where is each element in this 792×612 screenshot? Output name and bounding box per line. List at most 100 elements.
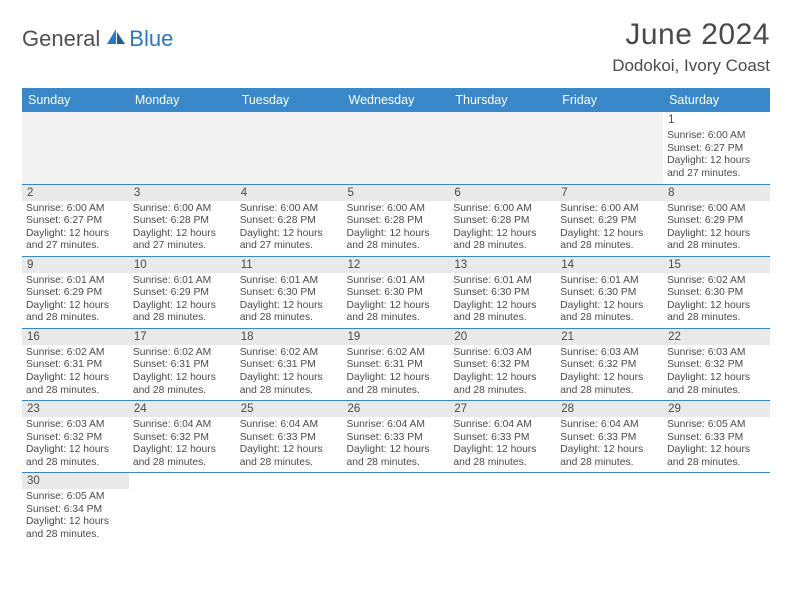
calendar-week-row: 2Sunrise: 6:00 AMSunset: 6:27 PMDaylight… xyxy=(22,184,770,256)
day-info: Sunrise: 6:00 AMSunset: 6:28 PMDaylight:… xyxy=(449,201,556,256)
calendar-day-cell: 25Sunrise: 6:04 AMSunset: 6:33 PMDayligh… xyxy=(236,401,343,473)
calendar-day-cell: 23Sunrise: 6:03 AMSunset: 6:32 PMDayligh… xyxy=(22,401,129,473)
day-info: Sunrise: 6:03 AMSunset: 6:32 PMDaylight:… xyxy=(663,345,770,400)
day-info: Sunrise: 6:01 AMSunset: 6:30 PMDaylight:… xyxy=(236,273,343,328)
day-info: Sunrise: 6:00 AMSunset: 6:29 PMDaylight:… xyxy=(556,201,663,256)
day-number: 17 xyxy=(129,329,236,345)
day-number: 18 xyxy=(236,329,343,345)
weekday-header: Wednesday xyxy=(343,88,450,112)
calendar-week-row: 30Sunrise: 6:05 AMSunset: 6:34 PMDayligh… xyxy=(22,473,770,545)
calendar-day-cell: 30Sunrise: 6:05 AMSunset: 6:34 PMDayligh… xyxy=(22,473,129,545)
day-info: Sunrise: 6:01 AMSunset: 6:30 PMDaylight:… xyxy=(556,273,663,328)
day-info: Sunrise: 6:05 AMSunset: 6:33 PMDaylight:… xyxy=(663,417,770,472)
day-number: 3 xyxy=(129,185,236,201)
day-info: Sunrise: 6:00 AMSunset: 6:27 PMDaylight:… xyxy=(663,128,770,183)
calendar-day-cell: 1Sunrise: 6:00 AMSunset: 6:27 PMDaylight… xyxy=(663,112,770,184)
calendar-blank-cell xyxy=(129,112,236,184)
calendar-blank-cell xyxy=(343,112,450,184)
day-number: 20 xyxy=(449,329,556,345)
calendar-day-cell: 27Sunrise: 6:04 AMSunset: 6:33 PMDayligh… xyxy=(449,401,556,473)
day-number: 21 xyxy=(556,329,663,345)
day-info: Sunrise: 6:01 AMSunset: 6:29 PMDaylight:… xyxy=(22,273,129,328)
day-number: 28 xyxy=(556,401,663,417)
calendar-day-cell: 12Sunrise: 6:01 AMSunset: 6:30 PMDayligh… xyxy=(343,256,450,328)
calendar-empty-cell xyxy=(236,473,343,545)
day-info: Sunrise: 6:00 AMSunset: 6:28 PMDaylight:… xyxy=(343,201,450,256)
day-number: 26 xyxy=(343,401,450,417)
calendar-day-cell: 7Sunrise: 6:00 AMSunset: 6:29 PMDaylight… xyxy=(556,184,663,256)
day-number: 16 xyxy=(22,329,129,345)
calendar-day-cell: 28Sunrise: 6:04 AMSunset: 6:33 PMDayligh… xyxy=(556,401,663,473)
calendar-day-cell: 11Sunrise: 6:01 AMSunset: 6:30 PMDayligh… xyxy=(236,256,343,328)
day-number: 29 xyxy=(663,401,770,417)
title-block: June 2024 Dodokoi, Ivory Coast xyxy=(612,18,770,76)
calendar-day-cell: 21Sunrise: 6:03 AMSunset: 6:32 PMDayligh… xyxy=(556,328,663,400)
day-number: 12 xyxy=(343,257,450,273)
day-number: 11 xyxy=(236,257,343,273)
calendar-day-cell: 18Sunrise: 6:02 AMSunset: 6:31 PMDayligh… xyxy=(236,328,343,400)
calendar-week-row: 1Sunrise: 6:00 AMSunset: 6:27 PMDaylight… xyxy=(22,112,770,184)
calendar-day-cell: 15Sunrise: 6:02 AMSunset: 6:30 PMDayligh… xyxy=(663,256,770,328)
day-number: 7 xyxy=(556,185,663,201)
day-info: Sunrise: 6:05 AMSunset: 6:34 PMDaylight:… xyxy=(22,489,129,544)
calendar-day-cell: 13Sunrise: 6:01 AMSunset: 6:30 PMDayligh… xyxy=(449,256,556,328)
logo-sail-icon xyxy=(105,27,127,52)
day-info: Sunrise: 6:02 AMSunset: 6:31 PMDaylight:… xyxy=(129,345,236,400)
location: Dodokoi, Ivory Coast xyxy=(612,56,770,76)
day-number: 9 xyxy=(22,257,129,273)
calendar-day-cell: 20Sunrise: 6:03 AMSunset: 6:32 PMDayligh… xyxy=(449,328,556,400)
calendar-blank-cell xyxy=(556,112,663,184)
month-title: June 2024 xyxy=(612,18,770,52)
day-number: 5 xyxy=(343,185,450,201)
day-number: 2 xyxy=(22,185,129,201)
day-info: Sunrise: 6:04 AMSunset: 6:33 PMDaylight:… xyxy=(343,417,450,472)
day-number: 10 xyxy=(129,257,236,273)
weekday-header: Sunday xyxy=(22,88,129,112)
calendar-day-cell: 22Sunrise: 6:03 AMSunset: 6:32 PMDayligh… xyxy=(663,328,770,400)
calendar-day-cell: 6Sunrise: 6:00 AMSunset: 6:28 PMDaylight… xyxy=(449,184,556,256)
day-info: Sunrise: 6:02 AMSunset: 6:31 PMDaylight:… xyxy=(22,345,129,400)
day-info: Sunrise: 6:03 AMSunset: 6:32 PMDaylight:… xyxy=(556,345,663,400)
header: General Blue June 2024 Dodokoi, Ivory Co… xyxy=(22,18,770,76)
day-info: Sunrise: 6:02 AMSunset: 6:31 PMDaylight:… xyxy=(343,345,450,400)
calendar-day-cell: 8Sunrise: 6:00 AMSunset: 6:29 PMDaylight… xyxy=(663,184,770,256)
calendar-table: Sunday Monday Tuesday Wednesday Thursday… xyxy=(22,88,770,545)
calendar-week-row: 23Sunrise: 6:03 AMSunset: 6:32 PMDayligh… xyxy=(22,401,770,473)
day-info: Sunrise: 6:01 AMSunset: 6:30 PMDaylight:… xyxy=(449,273,556,328)
day-info: Sunrise: 6:03 AMSunset: 6:32 PMDaylight:… xyxy=(449,345,556,400)
day-info: Sunrise: 6:01 AMSunset: 6:29 PMDaylight:… xyxy=(129,273,236,328)
day-info: Sunrise: 6:00 AMSunset: 6:28 PMDaylight:… xyxy=(129,201,236,256)
day-info: Sunrise: 6:02 AMSunset: 6:31 PMDaylight:… xyxy=(236,345,343,400)
calendar-day-cell: 4Sunrise: 6:00 AMSunset: 6:28 PMDaylight… xyxy=(236,184,343,256)
calendar-day-cell: 19Sunrise: 6:02 AMSunset: 6:31 PMDayligh… xyxy=(343,328,450,400)
day-number: 13 xyxy=(449,257,556,273)
weekday-header: Thursday xyxy=(449,88,556,112)
logo-text-blue: Blue xyxy=(129,26,173,52)
day-number: 1 xyxy=(663,112,770,128)
day-info: Sunrise: 6:03 AMSunset: 6:32 PMDaylight:… xyxy=(22,417,129,472)
calendar-day-cell: 2Sunrise: 6:00 AMSunset: 6:27 PMDaylight… xyxy=(22,184,129,256)
weekday-header-row: Sunday Monday Tuesday Wednesday Thursday… xyxy=(22,88,770,112)
day-number: 22 xyxy=(663,329,770,345)
calendar-empty-cell xyxy=(556,473,663,545)
day-number: 25 xyxy=(236,401,343,417)
day-info: Sunrise: 6:04 AMSunset: 6:33 PMDaylight:… xyxy=(236,417,343,472)
day-info: Sunrise: 6:04 AMSunset: 6:33 PMDaylight:… xyxy=(556,417,663,472)
calendar-day-cell: 9Sunrise: 6:01 AMSunset: 6:29 PMDaylight… xyxy=(22,256,129,328)
day-info: Sunrise: 6:04 AMSunset: 6:32 PMDaylight:… xyxy=(129,417,236,472)
day-info: Sunrise: 6:00 AMSunset: 6:29 PMDaylight:… xyxy=(663,201,770,256)
calendar-empty-cell xyxy=(129,473,236,545)
logo-text-general: General xyxy=(22,26,100,52)
day-number: 27 xyxy=(449,401,556,417)
day-number: 8 xyxy=(663,185,770,201)
calendar-blank-cell xyxy=(449,112,556,184)
calendar-day-cell: 29Sunrise: 6:05 AMSunset: 6:33 PMDayligh… xyxy=(663,401,770,473)
calendar-day-cell: 17Sunrise: 6:02 AMSunset: 6:31 PMDayligh… xyxy=(129,328,236,400)
calendar-day-cell: 5Sunrise: 6:00 AMSunset: 6:28 PMDaylight… xyxy=(343,184,450,256)
day-number: 14 xyxy=(556,257,663,273)
calendar-week-row: 16Sunrise: 6:02 AMSunset: 6:31 PMDayligh… xyxy=(22,328,770,400)
calendar-day-cell: 26Sunrise: 6:04 AMSunset: 6:33 PMDayligh… xyxy=(343,401,450,473)
calendar-empty-cell xyxy=(449,473,556,545)
day-info: Sunrise: 6:02 AMSunset: 6:30 PMDaylight:… xyxy=(663,273,770,328)
day-number: 6 xyxy=(449,185,556,201)
